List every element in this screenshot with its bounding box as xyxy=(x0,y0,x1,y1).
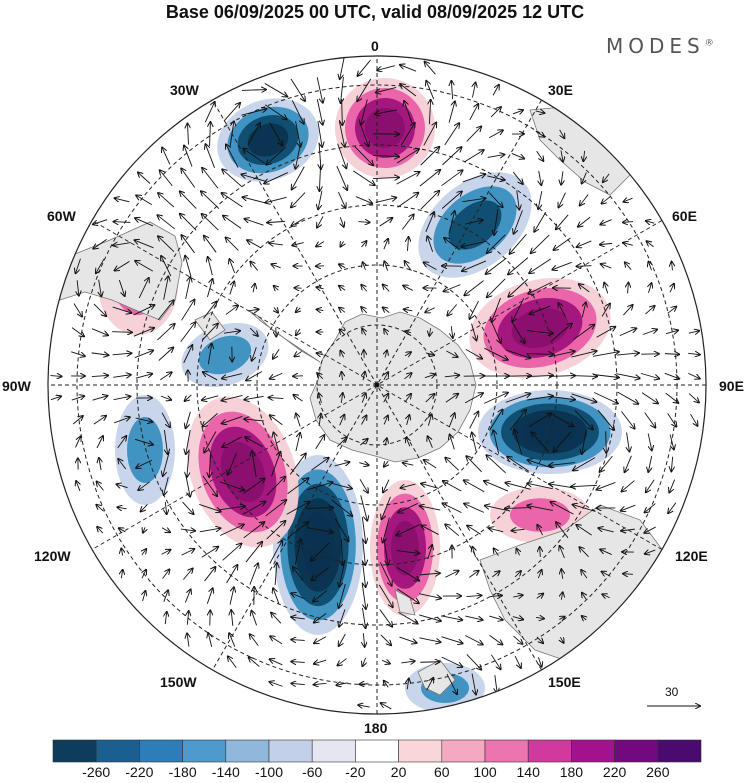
colorbar-swatch-5 xyxy=(268,739,313,763)
colorbar-swatch-2 xyxy=(139,739,183,763)
colorbar-swatch-12 xyxy=(571,739,615,763)
colorbar-tick-label: 140 xyxy=(516,764,540,780)
lon-label-180: 180 xyxy=(364,720,388,736)
colorbar-swatch-6 xyxy=(311,739,356,763)
colorbar-tick-label: 100 xyxy=(473,764,497,780)
colorbar-tick-label: 60 xyxy=(434,764,450,780)
map-boundary xyxy=(47,55,707,715)
colorbar-swatch-1 xyxy=(95,739,140,763)
colorbar-swatch-11 xyxy=(527,739,572,763)
colorbar-swatch-4 xyxy=(225,739,270,763)
colorbar-swatch-14 xyxy=(657,739,702,763)
colorbar-tick-label: 180 xyxy=(559,764,584,780)
anomaly-high-130W xyxy=(187,396,299,548)
lon-label-30w: 30W xyxy=(170,82,199,98)
colorbar-swatch-10 xyxy=(484,739,529,763)
lon-label-150w: 150W xyxy=(160,674,197,690)
reference-vector-label: 30 xyxy=(665,685,679,699)
anomaly-low-30W xyxy=(217,98,319,182)
colorbar-swatch-13 xyxy=(614,739,659,763)
lon-label-120e: 120E xyxy=(675,548,708,564)
brand-registered-mark: ® xyxy=(704,38,714,49)
landmasses xyxy=(59,104,671,696)
colorbar-tick-label: -60 xyxy=(302,764,323,780)
colorbar-tick-label: 220 xyxy=(602,764,627,780)
colorbar-tick-label: -140 xyxy=(211,764,240,780)
modes-brand-logo: MODES® xyxy=(606,34,714,58)
colorbar-swatch-7 xyxy=(355,739,399,763)
anomaly-low-80W xyxy=(115,395,175,505)
colorbar-tick-label: -180 xyxy=(168,764,197,780)
antarctica xyxy=(309,311,477,463)
lon-label-0: 0 xyxy=(371,38,379,54)
lon-label-60e: 60E xyxy=(672,208,697,224)
colorbar-tick-label: 260 xyxy=(646,764,670,780)
colorbar-tick-label: -100 xyxy=(254,764,284,780)
anomaly-high-0 xyxy=(335,78,435,178)
lon-label-60w: 60W xyxy=(47,208,76,224)
colorbar-tick-label: -220 xyxy=(125,764,154,780)
anomaly-low-95E xyxy=(478,390,622,474)
lon-label-150e: 150E xyxy=(548,674,581,690)
map-title: Base 06/09/2025 00 UTC, valid 08/09/2025… xyxy=(165,2,585,22)
anomaly-high-70E xyxy=(469,278,611,378)
lon-label-90w: 90W xyxy=(2,378,31,394)
colorbar-tick-label: -260 xyxy=(82,764,111,780)
colorbar-swatch-0 xyxy=(52,739,97,763)
wind-vectors xyxy=(50,56,699,710)
lon-label-30e: 30E xyxy=(548,82,573,98)
lon-label-120w: 120W xyxy=(34,548,71,564)
colorbar-tick-label: 20 xyxy=(390,764,407,780)
lat-lon-grid xyxy=(48,56,706,714)
brand-text: MODES xyxy=(606,34,705,58)
colorbar-swatch-9 xyxy=(441,739,486,763)
lon-label-90e: 90E xyxy=(719,378,744,394)
colorbar-swatch-3 xyxy=(182,739,227,763)
colorbar-tick-label: -20 xyxy=(345,764,366,780)
colorbar-swatch-8 xyxy=(398,739,443,763)
colorbar xyxy=(52,739,702,763)
